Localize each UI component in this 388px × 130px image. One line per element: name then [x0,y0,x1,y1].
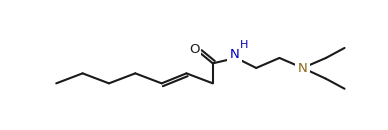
Text: O: O [189,43,199,56]
Text: N: N [298,62,308,75]
Text: H: H [240,40,248,50]
Text: N: N [230,48,239,61]
